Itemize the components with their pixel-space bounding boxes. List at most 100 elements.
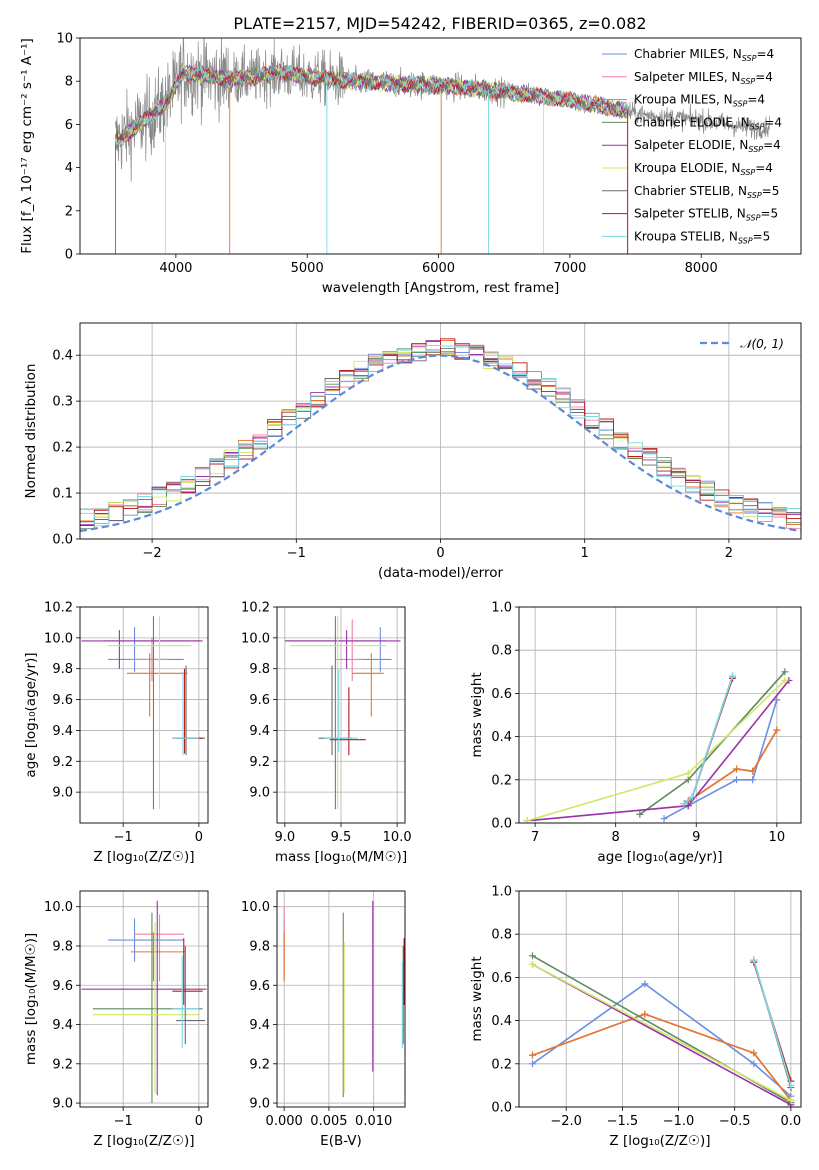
x-tick-label: −1: [114, 830, 133, 845]
data-point-marker: [773, 696, 781, 704]
y-tick-label: 10.2: [241, 601, 270, 616]
y-tick-label: 0.0: [52, 533, 73, 548]
mass_vs_Z-ticks: −1 0 9.0 9.2 9.4 9.6 9.8 10.0: [44, 900, 203, 1129]
errorbar-chabrier-stelib: [176, 945, 205, 1045]
mass_vs_Z-xlabel: Z [log₁₀(Z/Z☉)]: [93, 1133, 194, 1149]
y-tick-label: 9.2: [249, 1057, 270, 1072]
legend-label: Salpeter STELIB, NSSP=5: [634, 207, 778, 223]
x-tick-label: −1: [287, 546, 306, 561]
data-point-marker: [528, 952, 536, 960]
errorbar-chabrier-miles: [357, 627, 392, 672]
mass_vs_EBV-xlabel: E(B-V): [320, 1133, 362, 1149]
legend-label: Chabrier STELIB, NSSP=5: [634, 184, 779, 200]
data-point-marker: [781, 668, 789, 676]
legend-label: Chabrier ELODIE, NSSP=4: [634, 115, 782, 131]
legend-label: Salpeter ELODIE, NSSP=4: [634, 138, 781, 154]
y-tick-label: 8: [65, 75, 73, 90]
y-tick-label: 0.8: [491, 644, 512, 659]
spectrum-plot-area: [115, 38, 770, 254]
x-tick-label: 10: [769, 830, 786, 845]
y-tick-label: 0.8: [491, 928, 512, 943]
age_vs_mass-xlabel: mass [log₁₀(M/M☉)]: [275, 849, 407, 865]
age_vs_mass-ticks: 9.0 9.5 10.0 9.0 9.2 9.4 9.6 9.8 10.0 10.2: [241, 601, 412, 846]
legend-label: Kroupa MILES, NSSP=4: [634, 93, 765, 109]
x-tick-label: 1: [581, 546, 589, 561]
age_vs_mass-panel: 9.0 9.5 10.0 9.0 9.2 9.4 9.6 9.8 10.0 10.2 mass [l…: [241, 601, 412, 866]
data-point-marker: [773, 726, 781, 734]
y-tick-label: 9.4: [249, 1018, 270, 1033]
legend-label: Salpeter MILES, NSSP=4: [634, 70, 773, 86]
y-tick-label: 0.0: [491, 817, 512, 832]
series-kroupa-elodie: [528, 960, 795, 1105]
y-tick-label: 10.0: [44, 631, 73, 646]
age_vs_Z-ticks: −1 0 9.0 9.2 9.4 9.6 9.8 10.0 10.2: [44, 601, 203, 846]
series-kroupa-elodie: [523, 676, 789, 823]
series-line: [687, 729, 778, 803]
data-point-marker: [729, 672, 737, 680]
mass_weight_vs_age-panel: 7 8 9 10 0.0 0.2 0.4 0.6 0.8 1.0 age [log₁₀(age/yr…: [469, 601, 802, 865]
age_vs_mass-plot-area: [284, 616, 401, 810]
errorbar-kroupa-miles: [130, 932, 186, 982]
y-tick-label: 9.6: [52, 693, 73, 708]
series-line: [753, 959, 792, 1086]
series-line: [532, 963, 792, 1102]
legend-label: Kroupa ELODIE, NSSP=4: [634, 161, 773, 177]
mass_weight_vs_age-plot-area: [523, 668, 793, 823]
y-tick-label: 10.0: [241, 900, 270, 915]
mass_weight_vs_age-frame: [518, 606, 802, 824]
residuals-plot-area: [80, 338, 801, 532]
errorbar-salpeter-elodie: [81, 630, 203, 669]
data-point-marker: [641, 980, 649, 988]
model-spectrum-salpeter-elodie: [115, 63, 628, 148]
spectrum-ylabel: Flux [f_λ 10⁻¹⁷ erg cm⁻² s⁻¹ A⁻¹]: [19, 38, 35, 254]
x-tick-label: 0: [436, 546, 444, 561]
y-tick-label: 10.2: [44, 601, 73, 616]
histogram-kroupa-stelib: [80, 344, 801, 527]
data-point-marker: [749, 776, 757, 784]
age_vs_mass-grid: [277, 606, 405, 823]
y-tick-label: 9.8: [52, 939, 73, 954]
age_vs_Z-xlabel: Z [log₁₀(Z/Z☉)]: [93, 849, 194, 865]
residuals-panel: −2 −1 0 1 2 0.0 0.1 0.2 0.3 0.4 (data-model)/error…: [23, 322, 802, 581]
y-tick-label: 0.1: [52, 487, 73, 502]
data-point-marker: [787, 1081, 795, 1089]
y-tick-label: 0.6: [491, 971, 512, 986]
errorbar-salpeter-elodie: [284, 630, 401, 669]
errorbar-chabrier-miles: [108, 918, 184, 962]
x-tick-label: −1.5: [607, 1114, 639, 1129]
data-point-marker: [750, 956, 758, 964]
x-tick-label: 8: [612, 830, 620, 845]
x-tick-label: −1.0: [663, 1114, 695, 1129]
mass_vs_Z-plot-area: [81, 900, 207, 1104]
errorbar-kroupa-miles: [352, 653, 384, 717]
x-tick-label: 0.005: [310, 1114, 347, 1129]
data-point-marker: [684, 769, 692, 777]
series-kroupa-miles: [684, 726, 781, 805]
y-tick-label: 0.4: [491, 1014, 512, 1029]
mass_vs_EBV-panel: 0.000 0.005 0.010 9.0 9.2 9.4 9.6 9.8 10.0 E(B-V): [241, 890, 406, 1149]
data-point-marker: [660, 815, 668, 823]
mass_weight_vs_Z-plot-area: [528, 952, 795, 1107]
x-tick-label: 9.0: [275, 830, 296, 845]
age_vs_Z-panel: −1 0 9.0 9.2 9.4 9.6 9.8 10.0 10.2 Z [log₁₀(Z/Z☉)…: [23, 601, 209, 865]
spectrum-xlabel: wavelength [Angstrom, rest frame]: [322, 280, 560, 296]
y-tick-label: 9.6: [52, 979, 73, 994]
y-tick-label: 0.4: [491, 730, 512, 745]
mass_weight_vs_Z-frame: [518, 890, 802, 1108]
age_vs_Z-frame: [79, 606, 209, 824]
data-point-marker: [523, 817, 531, 823]
y-tick-label: 9.0: [52, 786, 73, 801]
mass_weight_vs_age-ticks: 7 8 9 10 0.0 0.2 0.4 0.6 0.8 1.0: [491, 601, 785, 846]
y-tick-label: 9.2: [52, 1057, 73, 1072]
y-tick-label: 10.0: [44, 900, 73, 915]
errorbar-salpeter-elodie: [81, 900, 207, 1096]
data-point-marker: [749, 767, 757, 775]
legend-label: Kroupa STELIB, NSSP=5: [634, 229, 770, 245]
mass_weight_vs_Z-xlabel: Z [log₁₀(Z/Z☉)]: [609, 1133, 710, 1149]
y-tick-label: 9.8: [249, 662, 270, 677]
age_vs_Z-ylabel: age [log₁₀(age/yr)]: [23, 652, 39, 777]
x-tick-label: −2.0: [550, 1114, 582, 1129]
y-tick-label: 0.2: [491, 1057, 512, 1072]
series-chabrier-elodie: [528, 952, 795, 1107]
x-tick-label: −0.5: [719, 1114, 751, 1129]
